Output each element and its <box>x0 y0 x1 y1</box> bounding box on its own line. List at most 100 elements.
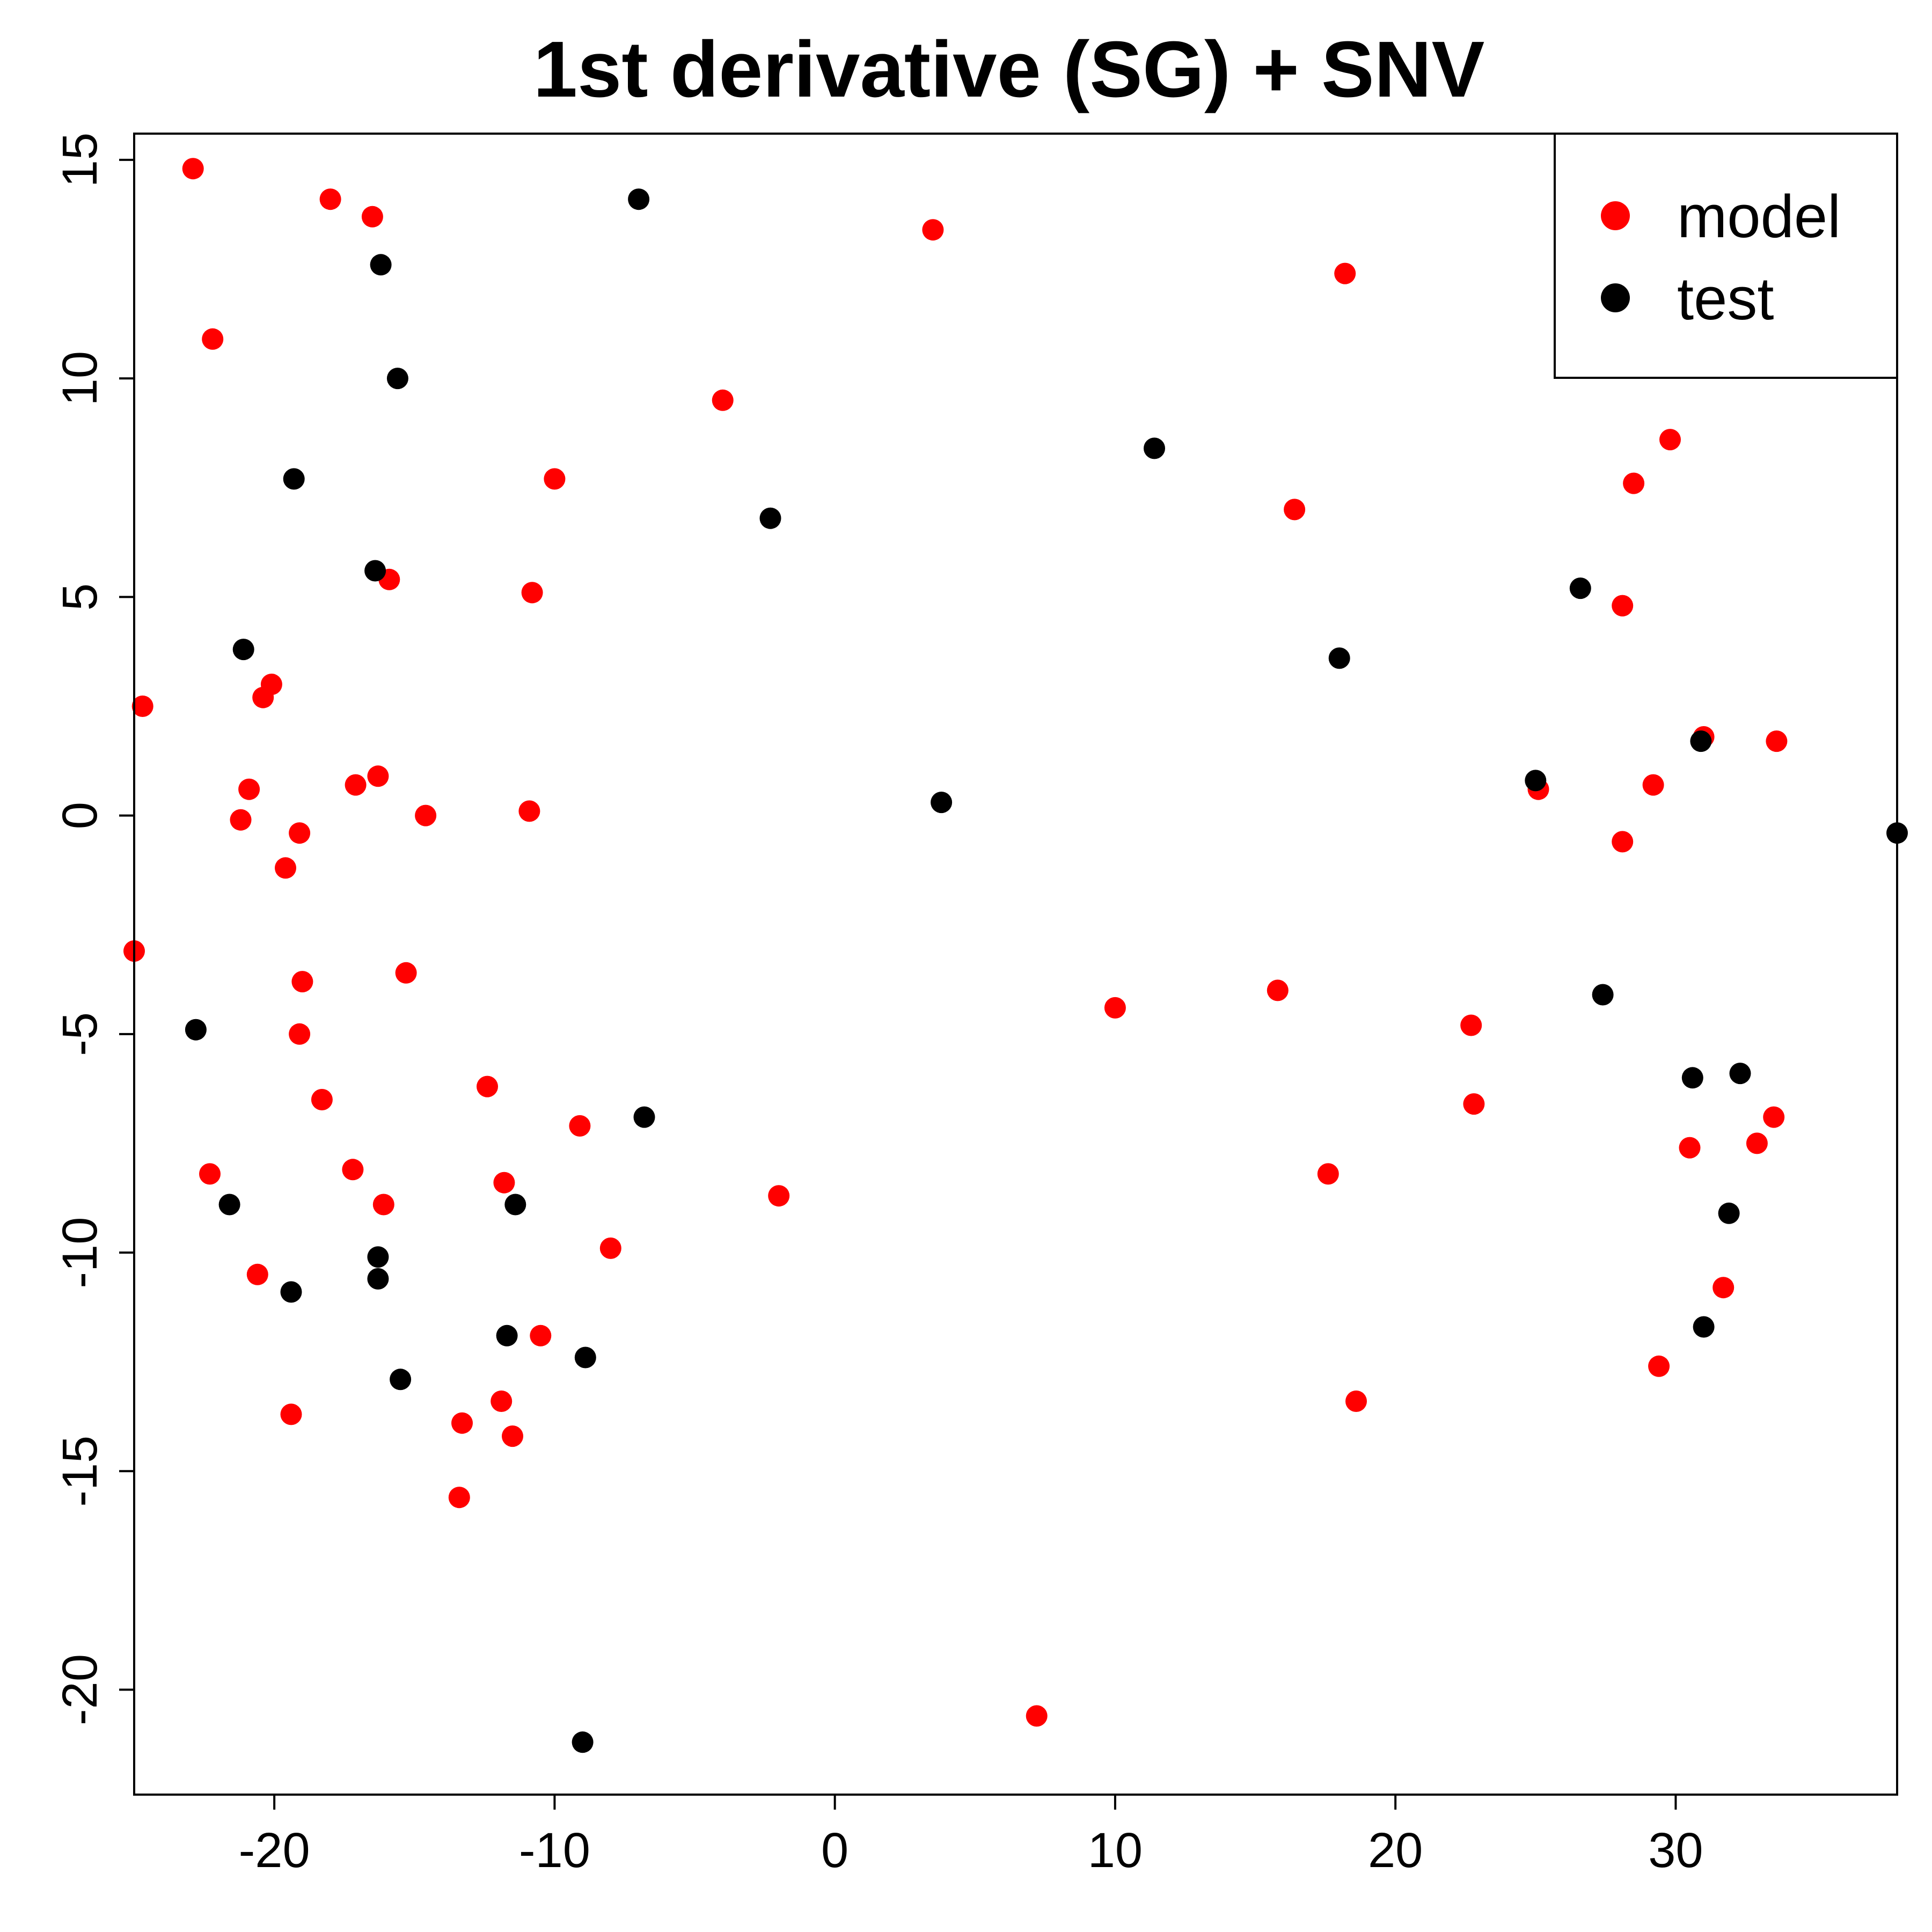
point-model-41 <box>1026 1705 1048 1727</box>
point-model-45 <box>1460 1014 1482 1036</box>
point-model-26 <box>477 1075 498 1097</box>
legend-label-test: test <box>1677 265 1774 332</box>
point-test-0 <box>628 188 650 210</box>
point-test-14 <box>185 1019 207 1041</box>
point-model-36 <box>280 1403 302 1425</box>
point-test-8 <box>931 792 953 814</box>
point-model-15 <box>289 822 311 844</box>
point-test-17 <box>1681 1067 1703 1089</box>
point-test-1 <box>370 254 392 276</box>
point-test-25 <box>496 1324 518 1346</box>
point-model-0 <box>182 158 204 180</box>
point-model-12 <box>252 686 274 708</box>
y-tick-label: -5 <box>53 1012 107 1056</box>
point-test-26 <box>574 1346 596 1368</box>
point-model-31 <box>493 1172 515 1194</box>
y-axis: -20 -15 -10 -5 0 5 10 15 <box>53 133 134 1725</box>
legend-marker-test <box>1601 283 1630 312</box>
point-model-59 <box>1763 1106 1785 1128</box>
point-model-18 <box>367 765 389 787</box>
point-model-20 <box>518 800 540 822</box>
point-test-2 <box>386 368 408 390</box>
point-test-7 <box>232 639 254 661</box>
point-test-3 <box>283 468 305 490</box>
point-model-51 <box>1612 595 1634 617</box>
y-tick-label: 5 <box>53 583 107 611</box>
point-model-5 <box>922 219 944 241</box>
point-model-24 <box>289 1023 311 1045</box>
point-model-50 <box>1623 472 1645 494</box>
legend-label-model: model <box>1677 183 1841 250</box>
y-tick-label: -15 <box>53 1436 107 1507</box>
point-model-30 <box>372 1194 394 1216</box>
point-test-12 <box>1690 730 1712 752</box>
point-model-33 <box>599 1237 621 1259</box>
point-model-17 <box>345 774 367 796</box>
point-model-39 <box>502 1425 523 1447</box>
point-model-53 <box>1766 730 1788 752</box>
point-model-46 <box>1463 1093 1485 1115</box>
point-test-18 <box>1729 1063 1751 1085</box>
legend-box <box>1554 133 1898 379</box>
point-model-58 <box>1746 1132 1768 1154</box>
point-test-5 <box>1144 437 1165 459</box>
point-model-47 <box>1317 1163 1339 1185</box>
point-model-23 <box>395 962 417 984</box>
point-model-25 <box>311 1089 333 1110</box>
x-tick-label: 20 <box>1368 1823 1423 1878</box>
point-model-13 <box>238 778 260 800</box>
x-tick-label: 10 <box>1088 1823 1143 1878</box>
point-model-32 <box>768 1185 790 1207</box>
point-test-15 <box>633 1106 655 1128</box>
point-model-7 <box>544 468 566 490</box>
point-model-38 <box>491 1391 513 1412</box>
point-model-3 <box>202 328 224 350</box>
point-model-43 <box>1267 979 1289 1001</box>
point-model-37 <box>451 1412 473 1434</box>
y-tick-label: 0 <box>53 802 107 829</box>
point-test-24 <box>1718 1202 1740 1224</box>
point-model-14 <box>230 809 252 831</box>
point-model-40 <box>448 1487 470 1509</box>
legend-marker-model <box>1601 201 1630 230</box>
point-test-21 <box>367 1246 389 1268</box>
point-test-10 <box>1569 577 1591 599</box>
point-model-57 <box>1679 1137 1701 1159</box>
y-tick-label: 10 <box>53 351 107 406</box>
point-model-35 <box>530 1324 552 1346</box>
x-tick-label: 0 <box>821 1823 848 1878</box>
point-model-56 <box>1612 831 1634 853</box>
point-test-4 <box>759 507 781 529</box>
point-model-22 <box>291 971 313 993</box>
point-test-16 <box>1592 984 1614 1006</box>
point-model-48 <box>1345 1391 1367 1412</box>
point-model-9 <box>521 582 543 604</box>
point-model-16 <box>275 857 296 879</box>
point-model-61 <box>1648 1355 1670 1377</box>
x-tick-label: -20 <box>239 1823 310 1878</box>
point-model-55 <box>1642 774 1664 796</box>
points-layer <box>123 158 1908 1753</box>
x-tick-label: 30 <box>1648 1823 1703 1878</box>
point-model-60 <box>1713 1277 1735 1299</box>
legend: model test <box>1554 133 1898 379</box>
point-model-2 <box>361 206 383 228</box>
chart-title: 1st derivative (SG) + SNV <box>533 25 1485 114</box>
y-tick-label: -20 <box>53 1654 107 1725</box>
point-model-1 <box>319 188 341 210</box>
point-test-19 <box>218 1194 240 1216</box>
point-test-29 <box>572 1731 594 1753</box>
point-test-28 <box>390 1368 412 1391</box>
point-test-22 <box>367 1268 389 1290</box>
point-model-4 <box>712 389 734 411</box>
point-test-20 <box>504 1194 526 1216</box>
x-tick-label: -10 <box>519 1823 590 1878</box>
y-tick-label: 15 <box>53 133 107 187</box>
point-test-11 <box>1525 770 1547 792</box>
point-model-10 <box>131 696 153 717</box>
point-test-6 <box>364 560 386 582</box>
point-test-27 <box>1693 1316 1715 1338</box>
point-model-34 <box>246 1263 268 1285</box>
point-test-9 <box>1328 647 1350 669</box>
